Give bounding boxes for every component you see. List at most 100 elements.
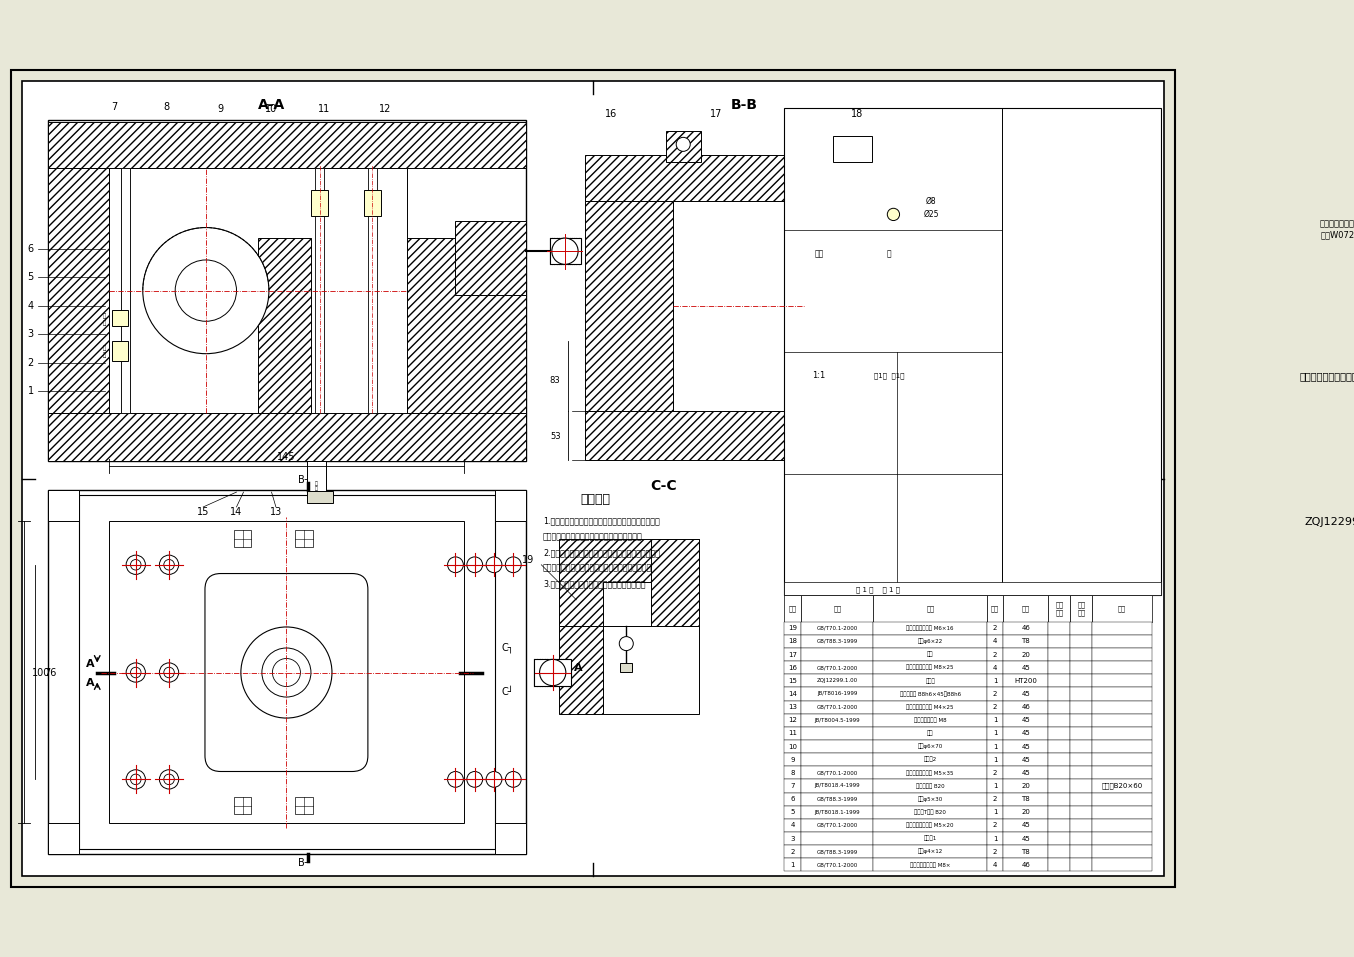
Bar bbox=[887, 184, 900, 236]
Bar bbox=[1093, 726, 1152, 740]
Bar bbox=[987, 767, 1003, 779]
Bar bbox=[49, 122, 525, 168]
Text: 5: 5 bbox=[27, 273, 34, 282]
FancyBboxPatch shape bbox=[204, 573, 368, 771]
Text: 53: 53 bbox=[550, 432, 561, 440]
Bar bbox=[620, 663, 632, 672]
Bar bbox=[873, 726, 987, 740]
Bar bbox=[784, 675, 802, 687]
Bar bbox=[987, 701, 1003, 714]
Bar bbox=[1048, 819, 1071, 832]
Text: 钳
座: 钳 座 bbox=[103, 345, 106, 358]
Bar bbox=[496, 490, 525, 521]
Bar bbox=[673, 201, 804, 412]
Bar bbox=[873, 767, 987, 779]
Circle shape bbox=[126, 769, 145, 789]
Text: 145: 145 bbox=[278, 452, 295, 462]
Bar bbox=[784, 595, 802, 622]
Text: 16: 16 bbox=[605, 109, 617, 119]
Text: 19: 19 bbox=[788, 625, 798, 632]
Bar bbox=[1071, 740, 1093, 753]
Text: GB/T70.1-2000: GB/T70.1-2000 bbox=[816, 665, 858, 670]
Bar bbox=[802, 792, 873, 806]
Circle shape bbox=[505, 771, 521, 788]
Bar bbox=[1003, 779, 1048, 792]
Bar bbox=[666, 131, 701, 162]
Text: 1: 1 bbox=[992, 730, 998, 736]
Text: ZQJ12299.1: ZQJ12299.1 bbox=[1305, 517, 1354, 527]
Text: 镇江高等机械系
机电W072: 镇江高等机械系 机电W072 bbox=[1320, 220, 1354, 239]
Bar bbox=[49, 490, 525, 854]
Bar bbox=[1071, 595, 1093, 622]
Bar bbox=[873, 858, 987, 871]
Bar bbox=[49, 413, 525, 461]
Bar bbox=[784, 819, 802, 832]
Text: 1:1: 1:1 bbox=[812, 371, 826, 380]
Circle shape bbox=[818, 120, 887, 189]
Text: 序号: 序号 bbox=[788, 605, 796, 612]
Text: 7: 7 bbox=[791, 783, 795, 789]
Bar bbox=[784, 701, 802, 714]
Bar bbox=[987, 648, 1003, 661]
Bar bbox=[1093, 858, 1152, 871]
Text: 45: 45 bbox=[1021, 769, 1030, 776]
Text: 17: 17 bbox=[788, 652, 798, 657]
Bar bbox=[802, 832, 873, 845]
Bar bbox=[1093, 595, 1152, 622]
Text: 76: 76 bbox=[43, 668, 56, 678]
Bar bbox=[784, 726, 802, 740]
Text: A: A bbox=[85, 678, 95, 688]
Text: 内六角圆柱头螺钉 M8×: 内六角圆柱头螺钉 M8× bbox=[910, 862, 951, 868]
Text: 内六角圆柱头螺钉 M6×16: 内六角圆柱头螺钉 M6×16 bbox=[906, 626, 955, 631]
Text: C┐: C┐ bbox=[502, 643, 515, 654]
Text: 2: 2 bbox=[992, 691, 998, 697]
Bar bbox=[987, 806, 1003, 819]
Text: 45: 45 bbox=[1021, 835, 1030, 841]
Bar bbox=[496, 823, 525, 854]
Bar bbox=[987, 595, 1003, 622]
Bar bbox=[121, 168, 130, 413]
Bar bbox=[1093, 634, 1152, 648]
Bar bbox=[1093, 819, 1152, 832]
Bar bbox=[802, 648, 873, 661]
Text: B┐: B┐ bbox=[298, 475, 310, 485]
Bar bbox=[784, 107, 1160, 595]
Text: T8: T8 bbox=[1021, 849, 1030, 855]
Bar bbox=[873, 701, 987, 714]
Text: 支座: 支座 bbox=[927, 730, 933, 736]
Circle shape bbox=[272, 658, 301, 686]
Text: 夹具体: 夹具体 bbox=[925, 679, 936, 683]
Bar bbox=[987, 622, 1003, 634]
Bar bbox=[784, 634, 802, 648]
Circle shape bbox=[887, 209, 899, 220]
Circle shape bbox=[448, 771, 463, 788]
Text: 比例: 比例 bbox=[814, 250, 823, 258]
Text: 13: 13 bbox=[788, 704, 798, 710]
Bar bbox=[1048, 714, 1071, 726]
Bar bbox=[363, 189, 380, 216]
Text: 20: 20 bbox=[1021, 783, 1030, 789]
Bar bbox=[550, 238, 581, 264]
Bar bbox=[1003, 832, 1048, 845]
Text: 1: 1 bbox=[992, 678, 998, 684]
Text: 2: 2 bbox=[992, 769, 998, 776]
Text: 45: 45 bbox=[1021, 717, 1030, 723]
Bar bbox=[784, 648, 802, 661]
Text: JB/T8018.1-1999: JB/T8018.1-1999 bbox=[815, 810, 860, 814]
Text: 2.零件在装配前应预清理和清洗干净，不得有毛刺、飞: 2.零件在装配前应预清理和清洗干净，不得有毛刺、飞 bbox=[543, 548, 659, 557]
Circle shape bbox=[486, 771, 502, 788]
Text: Ø8: Ø8 bbox=[926, 197, 937, 206]
Text: 支承板2: 支承板2 bbox=[923, 757, 937, 763]
Text: 1: 1 bbox=[992, 835, 998, 841]
Bar bbox=[1048, 806, 1071, 819]
Bar bbox=[49, 168, 110, 413]
Bar bbox=[110, 168, 408, 413]
Circle shape bbox=[164, 560, 175, 570]
Text: 边、氧化皮、锈蚀、切屑、油污、着色剂和灰尘等。: 边、氧化皮、锈蚀、切屑、油污、着色剂和灰尘等。 bbox=[543, 564, 653, 573]
Bar bbox=[1048, 792, 1071, 806]
Bar bbox=[802, 819, 873, 832]
Circle shape bbox=[126, 663, 145, 682]
Circle shape bbox=[261, 648, 311, 697]
Bar bbox=[1071, 806, 1093, 819]
Bar bbox=[1003, 726, 1048, 740]
